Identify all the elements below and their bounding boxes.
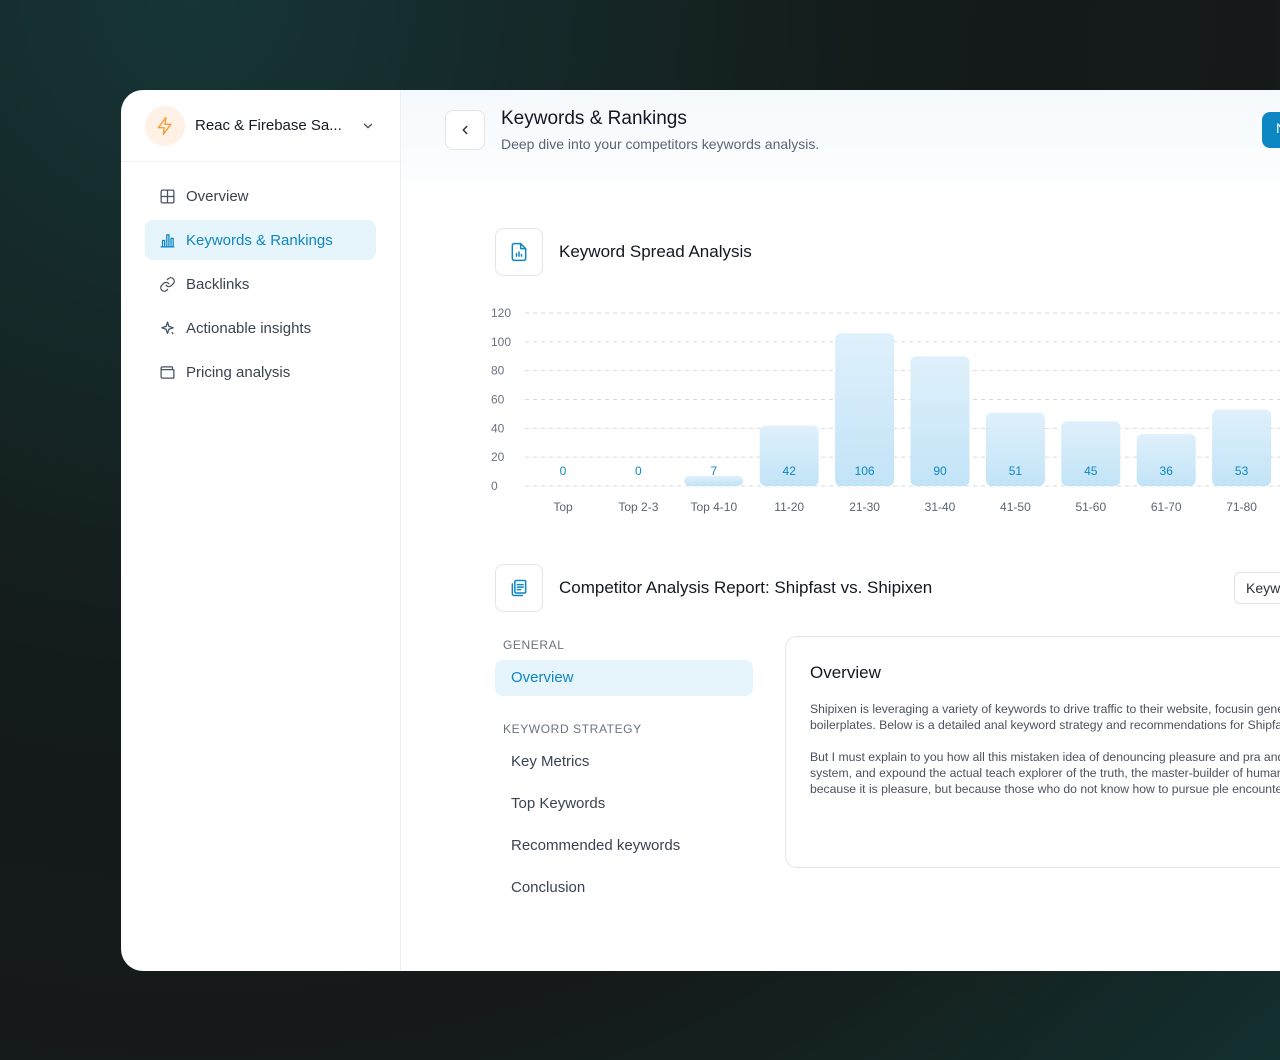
chart-bar (759, 425, 819, 486)
y-tick-label: 100 (491, 335, 511, 349)
sidebar-item-label: Actionable insights (186, 319, 312, 337)
x-tick-label: 31-40 (925, 500, 956, 514)
y-tick-label: 60 (491, 393, 505, 407)
y-tick-label: 40 (491, 421, 505, 435)
overview-paragraph: But I must explain to you how all this m… (810, 750, 1280, 796)
data-label: 7 (710, 464, 717, 478)
overview-paragraph: Shipixen is leveraging a variety of keyw… (810, 702, 1280, 732)
app-window: Reac & Firebase Sa... Overview Keywords … (121, 90, 1280, 971)
data-label: 0 (560, 464, 567, 478)
data-label: 0 (635, 464, 642, 478)
workspace-name: Reac & Firebase Sa... (195, 117, 342, 134)
report-section-select[interactable]: Keyw (1234, 572, 1280, 604)
chevron-left-icon (462, 125, 468, 135)
main-content: Keywords & Rankings Deep dive into your … (401, 90, 1280, 971)
y-tick-label: 80 (491, 364, 505, 378)
sidebar-item-label: Keywords & Rankings (186, 231, 333, 249)
chevron-down-icon[interactable] (360, 118, 376, 134)
sidebar: Reac & Firebase Sa... Overview Keywords … (121, 90, 401, 971)
chart-bar (1212, 409, 1272, 486)
chart-bar (985, 412, 1045, 486)
sidebar-item-actionable-insights[interactable]: Actionable insights (145, 308, 376, 348)
documents-icon (495, 564, 543, 612)
sidebar-item-keywords-rankings[interactable]: Keywords & Rankings (145, 220, 376, 260)
y-tick-label: 20 (491, 450, 505, 464)
data-label: 106 (855, 464, 875, 478)
toc-item-top-keywords[interactable]: Top Keywords (511, 795, 606, 812)
sidebar-item-backlinks[interactable]: Backlinks (145, 264, 376, 304)
x-tick-label: Top 4-10 (690, 500, 737, 514)
x-tick-label: 61-70 (1151, 500, 1182, 514)
x-tick-label: 21-30 (849, 500, 880, 514)
y-tick-label: 0 (491, 479, 498, 493)
report-chart-icon (495, 228, 543, 276)
y-tick-label: 120 (491, 306, 511, 320)
page-header: Keywords & Rankings Deep dive into your … (401, 90, 1280, 200)
lightning-icon (145, 105, 185, 146)
sidebar-item-overview[interactable]: Overview (145, 176, 376, 216)
chart-bar (910, 356, 970, 486)
data-label: 36 (1160, 464, 1174, 478)
page-title: Keywords & Rankings (501, 108, 687, 129)
sidebar-item-pricing-analysis[interactable]: Pricing analysis (145, 352, 376, 392)
overview-card-title: Overview (810, 663, 881, 682)
toc-item-recommended-keywords[interactable]: Recommended keywords (511, 837, 681, 854)
data-label: 90 (933, 464, 947, 478)
toc-item-conclusion[interactable]: Conclusion (511, 879, 586, 896)
chart-bar (684, 475, 744, 486)
back-button[interactable] (445, 110, 485, 150)
sidebar-item-label: Overview (186, 187, 249, 205)
x-tick-label: 71-80 (1226, 500, 1257, 514)
x-tick-label: 41-50 (1000, 500, 1031, 514)
overview-card: Overview Shipixen is leveraging a variet… (785, 636, 1280, 868)
sidebar-item-label: Pricing analysis (186, 363, 291, 381)
data-label: 45 (1084, 464, 1098, 478)
report-title: Competitor Analysis Report: Shipfast vs.… (559, 578, 933, 597)
sidebar-item-label: Backlinks (186, 275, 250, 293)
grid-icon (160, 188, 175, 204)
toc-heading-keyword-strategy: KEYWORD STRATEGY (503, 722, 642, 736)
x-tick-label: Top 2-3 (618, 500, 658, 514)
link-icon (160, 276, 175, 292)
bar-chart-icon (160, 233, 175, 248)
data-label: 42 (783, 464, 797, 478)
report-toc: GENERAL Overview KEYWORD STRATEGY Key Me… (495, 638, 753, 912)
chart-bar (835, 333, 895, 486)
x-tick-label: Top (553, 500, 573, 514)
chart-bar (1136, 434, 1196, 486)
data-label: 51 (1009, 464, 1023, 478)
sparkle-icon (161, 320, 174, 335)
workspace-switcher[interactable]: Reac & Firebase Sa... (121, 90, 400, 162)
keyword-spread-title: Keyword Spread Analysis (559, 242, 752, 261)
wallet-icon (160, 365, 175, 379)
toc-heading-general: GENERAL (503, 638, 565, 652)
x-tick-label: 51-60 (1075, 500, 1106, 514)
page-subtitle: Deep dive into your competitors keywords… (501, 136, 820, 152)
toc-item-key-metrics[interactable]: Key Metrics (511, 753, 590, 770)
chart-bar (1061, 421, 1121, 486)
keyword-spread-chart: 0 20 40 60 80 100 120 0 Top 0 Top 2-3 7 Top 4-10 42 11… (491, 306, 1280, 514)
primary-action-button[interactable]: N (1262, 112, 1280, 148)
x-tick-label: 11-20 (774, 500, 804, 514)
sidebar-nav: Overview Keywords & Rankings Backlinks A… (121, 162, 400, 406)
toc-item-overview[interactable]: Overview (495, 660, 753, 696)
data-label: 53 (1235, 464, 1249, 478)
